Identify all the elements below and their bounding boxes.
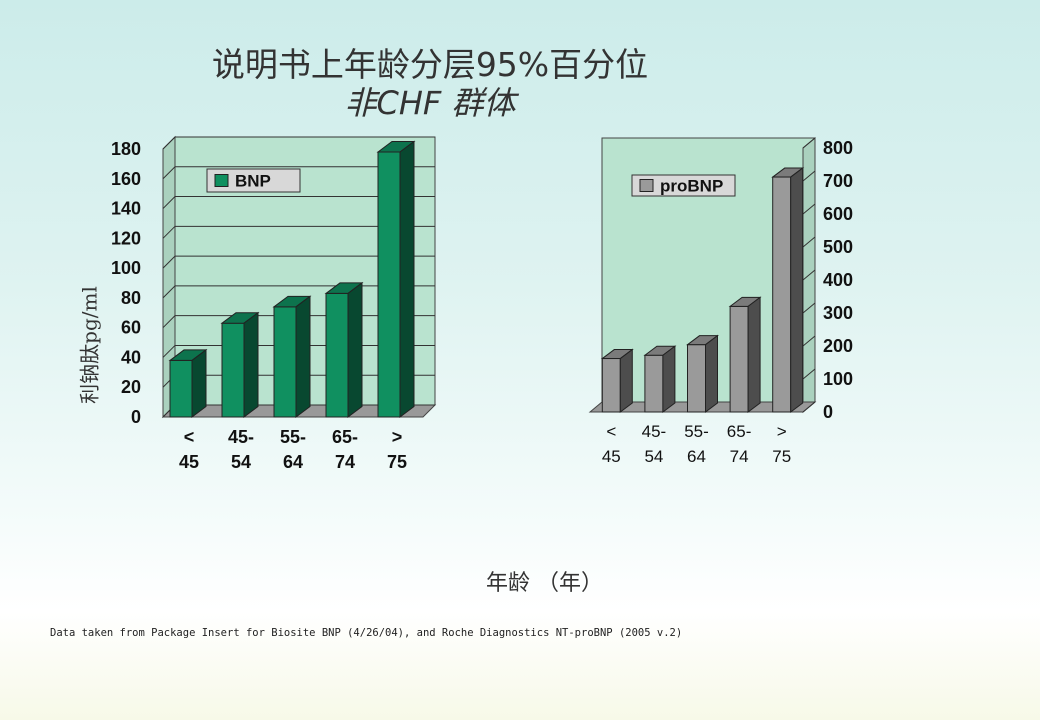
- legend-box: [206, 168, 301, 193]
- legend-label: proBNP: [660, 177, 723, 196]
- legend-box: [631, 174, 736, 197]
- y-tick-label: 600: [823, 204, 853, 224]
- y-tick-label: 80: [121, 288, 141, 308]
- bar: [600, 348, 634, 413]
- y-tick-label: 120: [111, 228, 141, 248]
- y-tick-label: 0: [823, 402, 833, 422]
- gridline: [802, 335, 816, 347]
- gridline: [162, 136, 435, 150]
- x-tick-label: <: [606, 422, 616, 441]
- bar: [272, 295, 312, 418]
- x-tick-label: 75: [772, 447, 791, 466]
- x-tick-label: 65-: [332, 427, 358, 447]
- x-tick-label: 55-: [684, 422, 709, 441]
- gridline: [802, 302, 816, 314]
- x-tick-label: 74: [730, 447, 749, 466]
- y-tick-label: 20: [121, 377, 141, 397]
- y-tick-label: 180: [111, 139, 141, 159]
- source-footnote: Data taken from Package Insert for Biosi…: [50, 627, 683, 639]
- y-tick-label: 300: [823, 303, 853, 323]
- y-tick-label: 0: [131, 407, 141, 427]
- x-tick-label: 45: [179, 452, 199, 472]
- x-tick-label: 64: [283, 452, 303, 472]
- gridline: [802, 170, 816, 182]
- y-tick-label: 100: [111, 258, 141, 278]
- x-tick-label: 75: [387, 452, 407, 472]
- gridline: [162, 255, 435, 269]
- y-tick-label: 400: [823, 270, 853, 290]
- x-tick-label: 45-: [642, 422, 667, 441]
- y-tick-label: 60: [121, 318, 141, 338]
- gridline: [802, 137, 816, 149]
- gridline: [802, 203, 816, 215]
- page-title: 说明书上年龄分层95%百分位: [211, 45, 649, 84]
- y-tick-label: 160: [111, 169, 141, 189]
- bar: [220, 311, 260, 418]
- x-tick-label: <: [184, 427, 195, 447]
- y-tick-label: 200: [823, 336, 853, 356]
- legend-label: BNP: [235, 172, 271, 191]
- x-tick-label: 55-: [280, 427, 306, 447]
- gridline: [802, 269, 816, 281]
- gridline: [162, 166, 435, 180]
- x-tick-label: 45-: [228, 427, 254, 447]
- x-tick-label: 54: [644, 447, 663, 466]
- bar: [168, 348, 208, 418]
- y-tick-label: 700: [823, 171, 853, 191]
- bar: [728, 296, 762, 413]
- gridline: [162, 196, 435, 209]
- y-tick-label: 500: [823, 237, 853, 257]
- x-tick-label: 65-: [727, 422, 752, 441]
- page-subtitle: 非CHF 群体: [344, 84, 516, 122]
- x-tick-label: 45: [602, 447, 621, 466]
- y-tick-label: 140: [111, 199, 141, 219]
- gridline: [802, 236, 816, 248]
- gridline: [802, 368, 816, 380]
- y-tick-label: 100: [823, 369, 853, 389]
- x-axis-label: 年龄 （年）: [486, 571, 603, 596]
- x-tick-label: 54: [231, 452, 251, 472]
- x-tick-label: 64: [687, 447, 706, 466]
- legend-swatch: [214, 174, 229, 187]
- bar: [771, 167, 805, 413]
- bar: [324, 281, 364, 418]
- y-tick-label: 800: [823, 138, 853, 158]
- legend-swatch: [639, 179, 654, 192]
- bar: [376, 140, 416, 418]
- bar: [686, 334, 719, 413]
- x-tick-label: >: [392, 427, 403, 447]
- gridline: [802, 401, 816, 413]
- x-tick-label: 74: [335, 452, 355, 472]
- y-tick-label: 40: [121, 347, 141, 367]
- x-tick-label: >: [777, 422, 787, 441]
- gridline: [162, 225, 435, 239]
- bar: [643, 345, 677, 413]
